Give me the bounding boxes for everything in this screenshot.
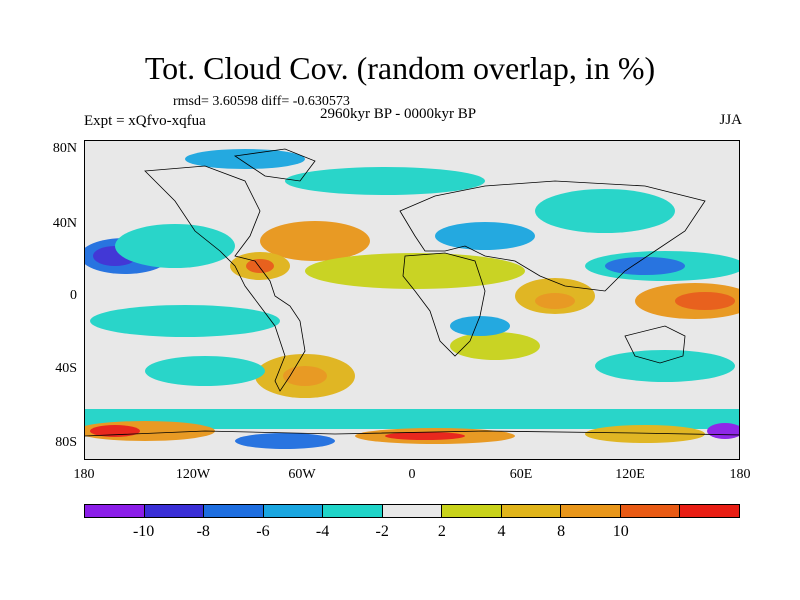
cloud-anomaly-map: [85, 148, 739, 449]
anomaly-patch: [585, 425, 705, 443]
anomaly-patch: [435, 222, 535, 250]
colorbar-segment: [263, 505, 324, 517]
stats-line: rmsd= 3.60598 diff= -0.630573: [173, 94, 350, 109]
greenland-outline: [233, 148, 316, 182]
anomaly-patch: [145, 356, 265, 386]
anomaly-patch: [305, 253, 525, 289]
africa-outline: [402, 252, 486, 357]
lat-label: 80S: [55, 435, 77, 450]
anomaly-patch: [675, 292, 735, 310]
australia-outline: [624, 325, 686, 364]
lon-label: 120W: [175, 467, 211, 482]
colorbar-label: 10: [612, 523, 629, 540]
colorbar-label: -4: [315, 523, 330, 540]
lon-label: 0: [408, 467, 416, 482]
colorbar-segment: [442, 505, 502, 517]
period-label: 2960kyr BP - 0000kyr BP: [320, 106, 477, 122]
anomaly-patch: [283, 366, 327, 386]
anomaly-patch: [90, 305, 280, 337]
lat-label: 40N: [52, 216, 77, 231]
map-panel: [84, 140, 740, 460]
eurasia-outline: [399, 180, 706, 292]
anomaly-patch: [260, 221, 370, 261]
colorbar-segment: [501, 505, 562, 517]
americas-outline: [144, 165, 306, 392]
lat-label: 40S: [55, 361, 77, 376]
anomaly-patch: [85, 409, 739, 429]
colorbar-label: -8: [196, 523, 210, 540]
anomaly-patch: [535, 293, 575, 309]
anomaly-patch: [450, 332, 540, 360]
colorbar-segment: [323, 505, 383, 517]
experiment-label: Expt = xQfvo-xqfua: [84, 113, 206, 129]
colorbar-label: 4: [497, 523, 506, 540]
colorbar-label: -2: [375, 523, 389, 540]
colorbar: [84, 504, 740, 518]
anomaly-patch: [450, 316, 510, 336]
lon-label: 120E: [615, 467, 645, 482]
colorbar-label: -10: [132, 523, 155, 540]
anomaly-patch: [285, 167, 485, 195]
lat-label: 80N: [52, 141, 77, 156]
lon-label: 180: [73, 467, 95, 482]
anomaly-patch: [115, 224, 235, 268]
colorbar-label: 2: [437, 523, 446, 540]
season-label: JJA: [719, 112, 742, 128]
colorbar-segment: [680, 505, 740, 517]
lat-label: 0: [70, 288, 77, 303]
colorbar-segment: [144, 505, 205, 517]
anomaly-patch: [385, 432, 465, 440]
lon-label: 60W: [288, 467, 316, 482]
antarctica-outline: [85, 430, 739, 437]
lon-label: 180: [729, 467, 751, 482]
anomaly-patch: [246, 259, 274, 273]
colorbar-segment: [204, 505, 264, 517]
anomaly-patch: [535, 189, 675, 233]
anomaly-patch: [235, 433, 335, 449]
chart-title: Tot. Cloud Cov. (random overlap, in %): [144, 50, 656, 86]
colorbar-label: 8: [557, 523, 566, 540]
anomaly-patch: [605, 257, 685, 275]
colorbar-segment: [620, 505, 681, 517]
colorbar-segment: [85, 505, 145, 517]
colorbar-segment: [561, 505, 621, 517]
colorbar-segment: [382, 505, 443, 517]
anomaly-patch: [185, 149, 305, 169]
colorbar-label: -6: [256, 523, 270, 540]
anomaly-patch: [595, 350, 735, 382]
lon-label: 60E: [509, 467, 533, 482]
